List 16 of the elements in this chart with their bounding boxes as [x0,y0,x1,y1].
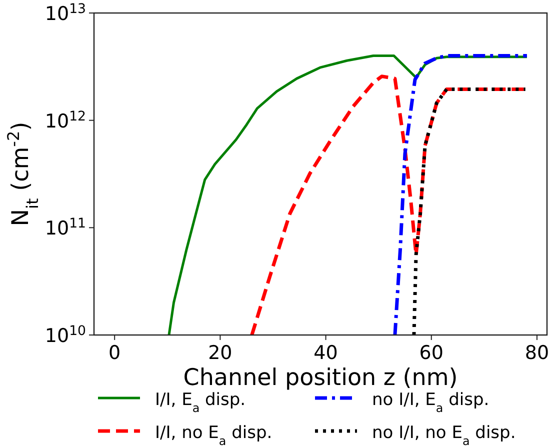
legend-label: I/I, E$_{a}$ disp. [155,390,246,415]
line-series [412,87,528,335]
y-tick-label: 10$^{11}$ [44,216,86,240]
x-tick-label: 0 [108,342,121,364]
x-tick-label: 80 [524,342,549,364]
line-series [393,54,529,335]
x-tick-label: 60 [419,342,444,364]
legend-label: I/I, no E$_{a}$ disp. [155,423,272,446]
x-tick-label: 40 [314,342,338,364]
x-axis-title: Channel position z (nm) [183,365,458,391]
legend-label: no I/I, E$_{a}$ disp. [372,390,490,415]
y-tick-label: 10$^{10}$ [44,324,86,347]
y-tick-label: 10$^{13}$ [44,2,86,25]
x-tick-label: 20 [208,342,232,364]
y-tick-label: 10$^{12}$ [44,108,86,132]
legend-label: no I/I, no E$_{a}$ disp. [372,423,516,446]
